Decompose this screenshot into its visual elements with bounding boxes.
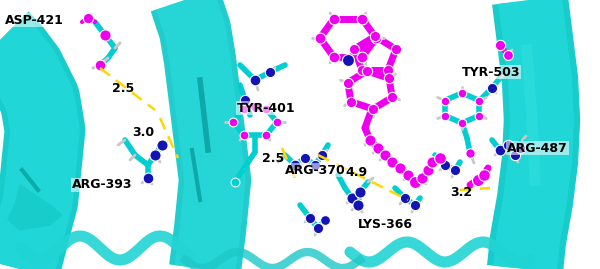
- Point: [373, 146, 383, 150]
- Point: [395, 166, 405, 170]
- Point: [495, 148, 505, 152]
- Point: [403, 173, 413, 177]
- Point: [473, 178, 483, 182]
- Point: [410, 203, 420, 207]
- Text: TYR-503: TYR-503: [462, 65, 521, 79]
- Point: [457, 91, 467, 95]
- Point: [250, 78, 260, 82]
- Point: [150, 153, 160, 157]
- Point: [440, 98, 449, 103]
- Point: [423, 168, 433, 172]
- Point: [228, 120, 238, 124]
- Text: 3.0: 3.0: [132, 126, 154, 139]
- Point: [239, 107, 249, 111]
- Point: [240, 98, 250, 102]
- Point: [362, 69, 371, 73]
- Point: [357, 68, 367, 72]
- Point: [384, 76, 394, 80]
- Point: [475, 98, 484, 103]
- Point: [317, 153, 327, 157]
- Text: 3.2: 3.2: [450, 186, 472, 199]
- Point: [503, 143, 513, 147]
- Point: [387, 160, 397, 164]
- Point: [329, 55, 339, 59]
- Point: [261, 107, 271, 111]
- Point: [475, 113, 484, 118]
- Text: LYS-366: LYS-366: [358, 218, 413, 232]
- Point: [370, 34, 380, 38]
- Text: ARG-487: ARG-487: [507, 141, 568, 154]
- Point: [515, 146, 525, 150]
- Point: [355, 190, 365, 194]
- Point: [510, 153, 520, 157]
- Point: [320, 218, 330, 222]
- Point: [357, 55, 367, 59]
- Point: [305, 216, 315, 220]
- Point: [479, 173, 489, 177]
- Point: [440, 163, 450, 167]
- Polygon shape: [8, 185, 62, 230]
- Point: [380, 153, 390, 157]
- Point: [95, 63, 105, 67]
- Point: [388, 95, 397, 100]
- Point: [230, 180, 240, 184]
- Text: 4.9: 4.9: [345, 165, 367, 179]
- Point: [427, 160, 437, 164]
- Point: [346, 100, 356, 104]
- Point: [487, 86, 497, 90]
- Point: [383, 68, 393, 72]
- Text: 2.5: 2.5: [112, 82, 134, 94]
- Point: [457, 121, 467, 125]
- Point: [290, 163, 300, 167]
- Point: [329, 16, 339, 21]
- Point: [239, 133, 249, 137]
- Text: 2.5: 2.5: [262, 151, 284, 165]
- Point: [300, 156, 310, 160]
- Point: [272, 120, 282, 124]
- Point: [371, 36, 381, 40]
- Point: [261, 133, 271, 137]
- Point: [495, 43, 505, 47]
- Point: [347, 196, 357, 200]
- Point: [357, 16, 367, 21]
- Point: [310, 163, 320, 167]
- Point: [83, 16, 93, 20]
- Point: [313, 226, 323, 230]
- Point: [100, 33, 110, 37]
- Point: [349, 47, 359, 51]
- Point: [343, 58, 353, 63]
- Point: [440, 113, 449, 118]
- Point: [315, 36, 325, 40]
- Point: [391, 47, 401, 51]
- Text: TYR-401: TYR-401: [237, 101, 296, 115]
- Text: ARG-370: ARG-370: [285, 164, 346, 176]
- Point: [365, 138, 375, 142]
- Point: [368, 107, 378, 111]
- Point: [435, 156, 445, 160]
- Point: [410, 180, 420, 184]
- Point: [417, 176, 427, 180]
- Point: [157, 143, 167, 147]
- Point: [503, 53, 513, 57]
- Point: [143, 176, 153, 180]
- Point: [353, 203, 363, 207]
- Point: [343, 80, 353, 85]
- Point: [250, 105, 260, 109]
- Point: [450, 168, 460, 172]
- Point: [400, 196, 410, 200]
- Point: [265, 70, 275, 74]
- Text: ASP-421: ASP-421: [5, 13, 64, 27]
- Point: [465, 151, 475, 155]
- Text: ARG-393: ARG-393: [72, 179, 133, 192]
